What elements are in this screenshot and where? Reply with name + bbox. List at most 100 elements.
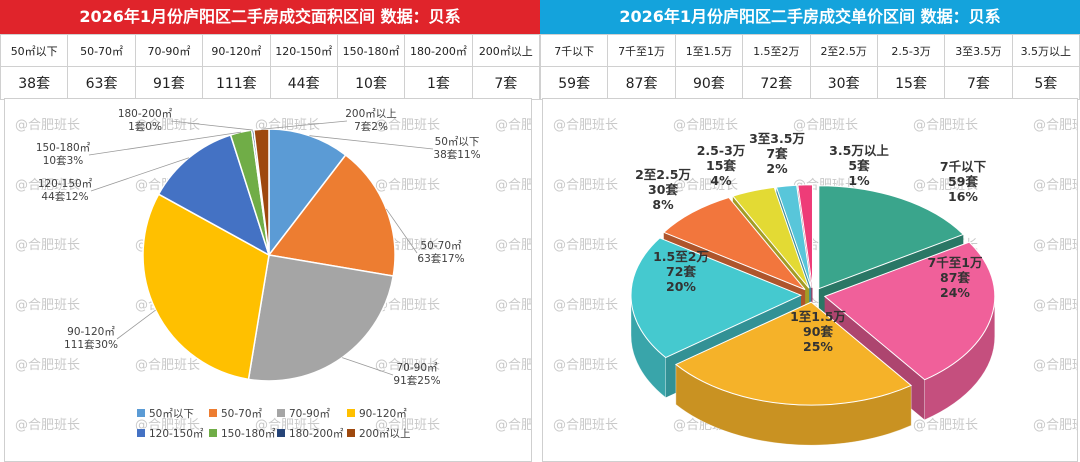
watermark-text: @合肥班长 [553,418,618,433]
slice-category-label: 2.5-3万 [697,143,746,158]
slice-value-label: 10套3% [43,154,84,167]
pie-slice-4 [157,134,271,257]
area-value-cell: 7套 [471,66,541,100]
watermark-text: @合肥班长 [913,418,978,433]
price-value-cell: 87套 [607,66,676,100]
pie-slice-1 [823,241,996,381]
area-stats-table: 50㎡以下 50-70㎡ 70-90㎡ 90-120㎡ 120-150㎡ 150-180㎡… [0,34,541,100]
price-pie-tops [630,184,996,406]
watermark-text: @合肥班长 [495,178,531,193]
slice-category-label: 180-200㎡ [118,108,173,120]
price-value-cell: 7套 [944,66,1013,100]
watermark-text: @合肥班长 [553,178,618,193]
watermark-text: @合肥班长 [15,418,80,433]
watermark-text: @合肥班长 [135,418,200,433]
area-header-cell: 120-150㎡ [269,34,338,67]
legend-swatch [277,429,285,437]
watermark-text: @合肥班长 [375,118,440,133]
price-header-cell: 2至2.5万 [809,34,878,67]
area-value-cell: 10套 [336,66,406,100]
slice-category-label: 200㎡以上 [345,108,397,120]
legend-swatch [277,409,285,417]
slice-value-label: 87套 [940,270,970,285]
slice-percent-label: 8% [652,197,674,212]
slice-value-label: 15套 [706,158,736,173]
price-value-cell: 59套 [539,66,609,100]
pie-slice-0 [268,128,347,258]
slice-percent-label: 20% [666,279,696,294]
watermark-text: @合肥班长 [1033,358,1077,373]
price-header-cell: 7千至1万 [607,34,676,67]
slice-category-label: 3.5万以上 [829,143,889,158]
legend-label: 50-70㎡ [221,408,263,420]
watermark-text: @合肥班长 [1033,418,1077,433]
area-header-cell: 70-90㎡ [134,34,204,67]
legend-swatch [209,429,217,437]
legend-label: 90-120㎡ [359,408,407,420]
area-value-cell: 111套 [202,66,271,100]
watermark-text: @合肥班长 [375,358,440,373]
price-value-cell: 15套 [876,66,946,100]
slice-value-label: 7套 [766,146,788,161]
watermark-text: @合肥班长 [495,118,531,133]
slice-category-label: 70-90㎡ [396,362,438,374]
area-stats-value-row: 38套 63套 91套 111套 44套 10套 1套 7套 [0,66,541,100]
slice-value-label: 59套 [948,174,978,189]
leader-line [261,120,348,130]
watermark-text: @合肥班长 [913,118,978,133]
slice-value-label: 91套25% [393,374,440,387]
slice-category-label: 1至1.5万 [790,309,846,324]
pie-slice-5 [731,186,810,289]
price-value-cell: 30套 [809,66,878,100]
watermark-text: @合肥班长 [15,238,80,253]
watermark-text: @合肥班长 [375,418,440,433]
watermark-text: @合肥班长 [495,298,531,313]
area-pie-slices [142,128,396,382]
price-value-cell: 72套 [742,66,811,100]
area-pie-legend: 50㎡以下 50-70㎡ 70-90㎡ 90-120㎡ 120-150㎡ 150-180㎡… [137,408,411,440]
legend-swatch [137,409,145,417]
price-header-cell: 3.5万以上 [1011,34,1080,67]
area-value-cell: 63套 [67,66,136,100]
pie-slice-2 [674,301,913,406]
leader-line [342,357,394,376]
pie-slice-7 [797,184,813,288]
price-panel-title: 2026年1月份庐阳区二手房成交单价区间 数据：贝系 [540,0,1080,34]
area-value-cell: 1套 [404,66,473,100]
legend-label: 70-90㎡ [289,408,331,420]
legend-label: 150-180㎡ [221,428,276,440]
area-panel-title: 2026年1月份庐阳区二手房成交面积区间 数据：贝系 [0,0,540,34]
area-panel: 2026年1月份庐阳区二手房成交面积区间 数据：贝系 50㎡以下 50-70㎡ 70… [0,0,541,462]
pie-slice-3 [142,193,270,381]
slice-value-label: 7套2% [354,120,388,133]
slice-value-label: 63套17% [417,252,464,265]
watermark-text: @合肥班长 [255,418,320,433]
legend-label: 120-150㎡ [149,428,204,440]
watermark-text: @合肥班长 [1033,238,1077,253]
slice-percent-label: 25% [803,339,833,354]
area-header-cell: 50㎡以下 [0,34,69,67]
price-header-cell: 1.5至2万 [742,34,811,67]
legend-swatch [209,409,217,417]
slice-percent-label: 2% [766,161,788,176]
slice-value-label: 90套 [803,324,833,339]
price-stats-table: 7千以下 7千至1万 1至1.5万 1.5至2万 2至2.5万 2.5-3万 3至3.5万 3… [539,34,1080,100]
legend-label: 180-200㎡ [289,428,344,440]
watermark-text: @合肥班长 [375,178,440,193]
price-3d-pie-chart: @合肥班长 @合肥班长 @合肥班长 @合肥班长 @合肥班长 @合肥班长 @合肥班长 @合肥班长… [553,118,1077,446]
legend-swatch [137,429,145,437]
area-value-cell: 44套 [269,66,338,100]
watermark-text: @合肥班长 [15,118,80,133]
watermark-text: @合肥班长 [495,418,531,433]
price-header-cell: 7千以下 [539,34,609,67]
slice-percent-label: 4% [710,173,732,188]
slice-category-label: 50㎡以下 [435,136,480,148]
area-header-cell: 50-70㎡ [67,34,136,67]
price-value-cell: 90套 [674,66,744,100]
price-value-cell: 5套 [1011,66,1080,100]
area-pie-chart: @合肥班长 @合肥班长 @合肥班长 @合肥班长 @合肥班长 @合肥班长 @合肥班长 @合肥班长… [15,108,531,440]
leader-line [309,135,434,150]
pie-slice-2 [247,254,395,382]
watermark-text: @合肥班长 [15,358,80,373]
